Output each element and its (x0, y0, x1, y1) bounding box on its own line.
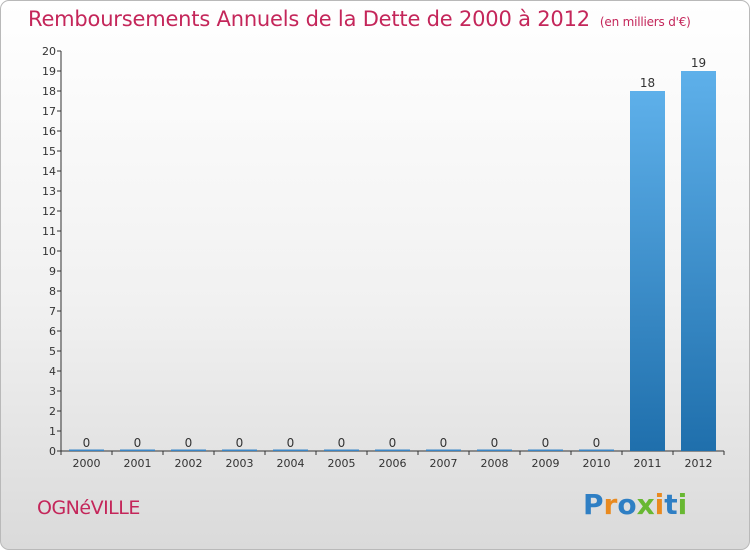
y-tick-label: 16 (42, 125, 56, 138)
x-tick-label: 2000 (73, 457, 101, 470)
logo-letter: o (617, 488, 637, 521)
x-tick-label: 2009 (532, 457, 560, 470)
x-tick-label: 2001 (124, 457, 152, 470)
y-tick-label: 14 (42, 165, 56, 178)
bar (681, 71, 716, 451)
data-label: 0 (491, 436, 499, 450)
chart-labels: 2000 0 2001 0 2002 0 2003 0 2004 0 2005 0 2006 0 2007 0… (73, 56, 713, 470)
logo-letter: x (636, 488, 655, 521)
bar (120, 449, 155, 451)
y-tick-label: 9 (49, 265, 56, 278)
bar (477, 449, 512, 451)
bar (426, 449, 461, 451)
bar (222, 449, 257, 451)
y-tick-label: 7 (49, 305, 56, 318)
chart-title: Remboursements Annuels de la Dette de 20… (28, 7, 691, 31)
logo-letter: i (677, 488, 688, 521)
x-tick-label: 2011 (634, 457, 662, 470)
y-tick-label: 4 (49, 365, 56, 378)
data-label: 0 (338, 436, 346, 450)
logo-letter: t (664, 488, 678, 521)
y-tick-label: 17 (42, 105, 56, 118)
bar (579, 449, 614, 451)
data-label: 0 (287, 436, 295, 450)
y-tick-label: 2 (49, 405, 56, 418)
chart-bars (69, 71, 716, 451)
bar (171, 449, 206, 451)
x-tick-label: 2003 (226, 457, 254, 470)
data-label: 0 (440, 436, 448, 450)
y-tick-label: 13 (42, 185, 56, 198)
x-tick-label: 2010 (583, 457, 611, 470)
bar (324, 449, 359, 451)
logo-letter: r (603, 488, 618, 521)
x-tick-label: 2002 (175, 457, 203, 470)
y-tick-label: 3 (49, 385, 56, 398)
data-label: 0 (134, 436, 142, 450)
x-tick-label: 2004 (277, 457, 305, 470)
y-tick-label: 0 (49, 445, 56, 458)
x-tick-label: 2012 (685, 457, 713, 470)
logo-letter: i (654, 488, 665, 521)
bar (528, 449, 563, 451)
y-tick-label: 15 (42, 145, 56, 158)
data-label: 0 (593, 436, 601, 450)
y-tick-label: 12 (42, 205, 56, 218)
y-tick-label: 8 (49, 285, 56, 298)
data-label: 0 (542, 436, 550, 450)
x-tick-label: 2005 (328, 457, 356, 470)
x-tick-label: 2006 (379, 457, 407, 470)
y-tick-label: 11 (42, 225, 56, 238)
proxiti-logo: Proxiti (583, 488, 687, 521)
data-label: 0 (83, 436, 91, 450)
y-tick-label: 6 (49, 325, 56, 338)
x-tick-label: 2007 (430, 457, 458, 470)
chart-title-text: Remboursements Annuels de la Dette de 20… (28, 7, 590, 31)
x-tick-label: 2008 (481, 457, 509, 470)
commune-name: OGNéVILLE (37, 497, 140, 519)
data-label: 0 (389, 436, 397, 450)
y-tick-label: 19 (42, 65, 56, 78)
y-tick-label: 5 (49, 345, 56, 358)
data-label: 0 (185, 436, 193, 450)
y-tick-label: 18 (42, 85, 56, 98)
y-tick-label: 20 (42, 45, 56, 58)
data-label: 19 (691, 56, 706, 70)
bar (69, 449, 104, 451)
data-label: 0 (236, 436, 244, 450)
y-tick-label: 1 (49, 425, 56, 438)
y-tick-label: 10 (42, 245, 56, 258)
data-label: 18 (640, 76, 655, 90)
bar (375, 449, 410, 451)
bar (273, 449, 308, 451)
bar (630, 91, 665, 451)
logo-letter: P (583, 488, 604, 521)
unit-note: (en milliers d'€) (599, 15, 691, 29)
